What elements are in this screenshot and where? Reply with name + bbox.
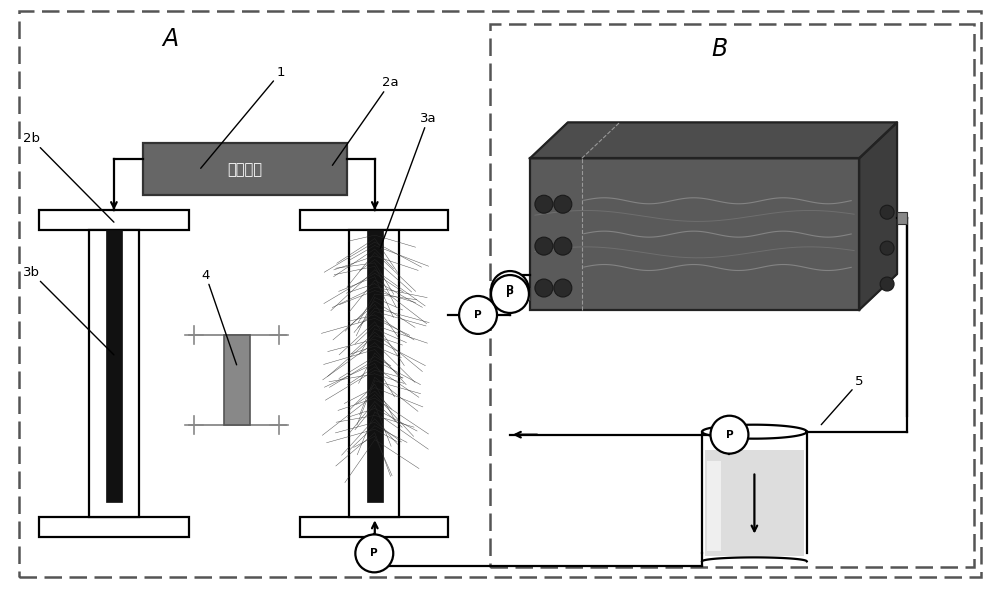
Text: A: A xyxy=(163,27,179,51)
Text: 2a: 2a xyxy=(332,76,399,165)
Bar xyxy=(349,230,399,517)
Bar xyxy=(707,461,721,552)
Circle shape xyxy=(535,195,553,213)
Circle shape xyxy=(355,535,393,572)
Bar xyxy=(490,24,974,568)
Bar xyxy=(520,288,530,300)
Bar xyxy=(39,517,189,537)
Polygon shape xyxy=(530,122,897,158)
Circle shape xyxy=(880,241,894,255)
Text: 3a: 3a xyxy=(380,112,436,248)
Text: P: P xyxy=(506,289,514,299)
Bar xyxy=(224,335,250,425)
Text: P: P xyxy=(474,310,482,320)
Circle shape xyxy=(535,237,553,255)
Circle shape xyxy=(535,279,553,297)
Text: P: P xyxy=(726,430,733,440)
Text: P: P xyxy=(506,285,514,295)
Text: 电源系统: 电源系统 xyxy=(228,162,263,177)
Circle shape xyxy=(554,279,572,297)
Text: 3b: 3b xyxy=(23,266,114,355)
Bar xyxy=(367,230,383,502)
Circle shape xyxy=(459,296,497,334)
Circle shape xyxy=(880,205,894,219)
Bar xyxy=(89,230,139,517)
Circle shape xyxy=(880,277,894,291)
Circle shape xyxy=(554,195,572,213)
Text: 1: 1 xyxy=(201,66,285,168)
Text: B: B xyxy=(711,37,728,61)
Text: P: P xyxy=(370,548,378,558)
Bar xyxy=(300,210,448,230)
Text: 4: 4 xyxy=(202,268,237,365)
Polygon shape xyxy=(859,122,897,310)
Bar xyxy=(106,230,122,502)
Bar xyxy=(705,450,804,556)
Circle shape xyxy=(491,275,529,313)
Bar xyxy=(39,210,189,230)
Bar xyxy=(143,143,347,195)
Text: 2b: 2b xyxy=(23,132,114,222)
Circle shape xyxy=(491,271,529,309)
Circle shape xyxy=(711,416,748,454)
Bar xyxy=(530,158,859,310)
Text: 5: 5 xyxy=(821,375,863,425)
Bar xyxy=(897,212,907,224)
Circle shape xyxy=(554,237,572,255)
Bar xyxy=(300,517,448,537)
